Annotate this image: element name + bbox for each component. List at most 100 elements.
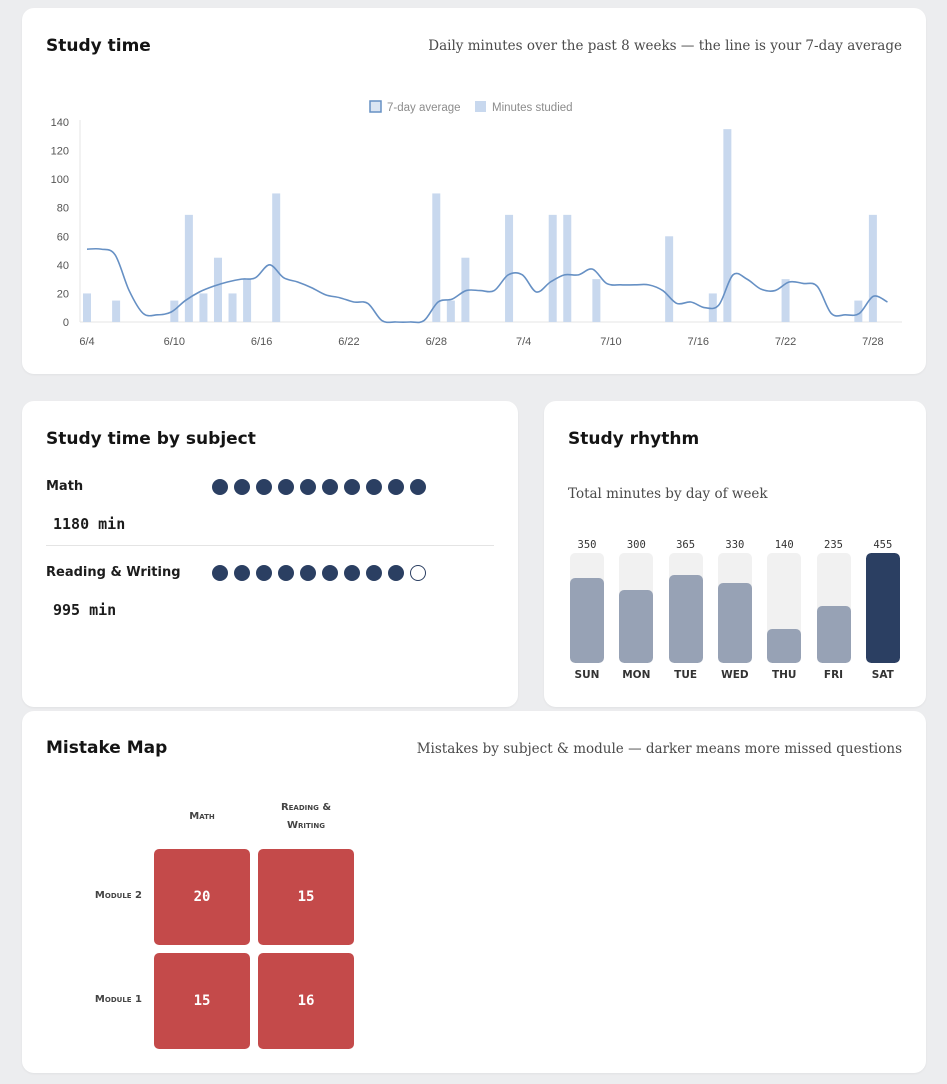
- minutes-bar: [432, 193, 441, 322]
- rhythm-day-label: THU: [771, 669, 797, 681]
- x-tick-label: 6/10: [164, 336, 185, 348]
- heatmap-row-label: Module 2: [94, 890, 142, 901]
- y-tick-label: 20: [57, 288, 69, 300]
- heatmap-column-label: Math: [189, 811, 215, 822]
- subject-minutes-math: 1180 min: [53, 515, 126, 533]
- mistake-map-subtitle: Mistakes by subject & module — darker me…: [416, 741, 902, 757]
- filled-dot: [234, 565, 250, 581]
- x-tick-label: 6/28: [426, 336, 447, 348]
- y-tick-label: 100: [51, 174, 69, 186]
- x-tick-label: 7/22: [775, 336, 796, 348]
- filled-dot: [388, 565, 404, 581]
- rhythm-day-label: SUN: [574, 669, 600, 681]
- rhythm-bar: [668, 574, 703, 663]
- study-time-subtitle: Daily minutes over the past 8 weeks — th…: [428, 38, 902, 54]
- x-tick-label: 7/16: [688, 336, 709, 348]
- rhythm-bar: [717, 583, 752, 663]
- rhythm-day-label: SAT: [871, 669, 894, 681]
- rhythm-day-label: TUE: [674, 669, 698, 681]
- rhythm-value-label: 365: [676, 539, 696, 551]
- minutes-bar: [83, 293, 91, 322]
- rhythm-title: Study rhythm: [568, 429, 700, 449]
- filled-dot: [388, 479, 404, 495]
- study-rhythm-card: Study rhythm Total minutes by day of wee…: [544, 401, 926, 707]
- subject-name-reading: Reading & Writing: [46, 565, 181, 580]
- rhythm-bar-track: [767, 553, 802, 663]
- rhythm-value-label: 140: [774, 539, 794, 551]
- minutes-bar: [723, 129, 732, 322]
- rhythm-bar-track: [570, 553, 604, 663]
- rhythm-bar: [816, 606, 851, 663]
- minutes-bar: [213, 257, 222, 322]
- filled-dot: [344, 565, 360, 581]
- minutes-bar: [184, 214, 193, 322]
- legend-label-minutes: Minutes studied: [492, 102, 573, 114]
- filled-dot: [300, 565, 316, 581]
- filled-dot: [256, 479, 272, 495]
- minutes-bar: [592, 279, 601, 322]
- minutes-bar: [854, 300, 863, 322]
- heatmap-cell: 16: [258, 953, 354, 1049]
- rhythm-bar-track: [816, 553, 851, 663]
- legend-swatch-minutes: [475, 101, 486, 112]
- study-by-subject-card: Study time by subject Math 1180 min Read…: [22, 401, 518, 707]
- filled-dot: [344, 479, 360, 495]
- rhythm-subtitle: Total minutes by day of week: [568, 486, 768, 502]
- minutes-bar: [563, 214, 572, 322]
- rhythm-day-label: WED: [721, 669, 749, 681]
- heatmap-column-label: Reading & Writing: [280, 802, 332, 831]
- x-tick-label: 7/10: [600, 336, 621, 348]
- by-subject-title: Study time by subject: [46, 429, 256, 449]
- rhythm-bar: [767, 629, 802, 663]
- y-tick-label: 140: [51, 117, 69, 129]
- rhythm-bar-track: [717, 553, 752, 663]
- subject-name-math: Math: [46, 479, 84, 494]
- minutes-bar: [199, 293, 208, 322]
- study-time-card: Study time Daily minutes over the past 8…: [22, 8, 926, 374]
- y-tick-label: 40: [57, 260, 69, 272]
- rhythm-value-label: 235: [824, 539, 843, 551]
- filled-dot: [322, 479, 338, 495]
- rhythm-bar: [570, 578, 604, 663]
- mistake-map-card: Mistake Map Mistakes by subject & module…: [22, 711, 926, 1073]
- subject-minutes-reading: 995 min: [53, 601, 117, 619]
- heatmap-cell: 20: [154, 849, 250, 945]
- x-tick-label: 6/22: [338, 336, 359, 348]
- rhythm-value-label: 455: [873, 539, 893, 551]
- minutes-bar: [665, 236, 674, 322]
- minutes-bar: [272, 193, 281, 322]
- filled-dot: [278, 565, 294, 581]
- minutes-bar: [505, 214, 514, 322]
- study-time-chart: 0 20 40 60 80 100 120 140 6/4 6/10 6/16 6/22 6/28 7/4…: [51, 100, 902, 348]
- minutes-bar: [228, 293, 237, 322]
- subject-dots-reading: [212, 565, 426, 581]
- minutes-bar: [112, 300, 121, 322]
- rhythm-value-label: 330: [725, 539, 745, 551]
- rhythm-bar-track: [668, 553, 703, 663]
- rhythm-value-label: 300: [626, 539, 646, 551]
- filled-dot: [212, 479, 228, 495]
- filled-dot: [410, 479, 426, 495]
- minutes-bar: [461, 257, 470, 322]
- legend-swatch-average: [369, 100, 382, 113]
- filled-dot: [234, 479, 250, 495]
- heatmap-cell: 15: [258, 849, 354, 945]
- x-tick-label: 6/16: [251, 336, 272, 348]
- subject-dots-math: [212, 479, 426, 495]
- filled-dot: [322, 565, 338, 581]
- y-tick-label: 60: [57, 231, 69, 243]
- filled-dot: [212, 565, 228, 581]
- heatmap-row-label: Module 1: [94, 994, 142, 1005]
- minutes-bar: [243, 279, 252, 322]
- filled-dot: [278, 479, 294, 495]
- minutes-bar: [548, 214, 557, 322]
- x-tick-label: 7/4: [516, 336, 531, 348]
- rhythm-bar-track: [865, 553, 900, 663]
- minutes-bar: [781, 279, 790, 322]
- minutes-bar: [446, 300, 455, 322]
- filled-dot: [366, 479, 382, 495]
- y-tick-label: 80: [57, 203, 69, 215]
- rhythm-bar: [619, 590, 654, 663]
- x-tick-label: 6/4: [79, 336, 94, 348]
- rhythm-bar-track: [619, 553, 654, 663]
